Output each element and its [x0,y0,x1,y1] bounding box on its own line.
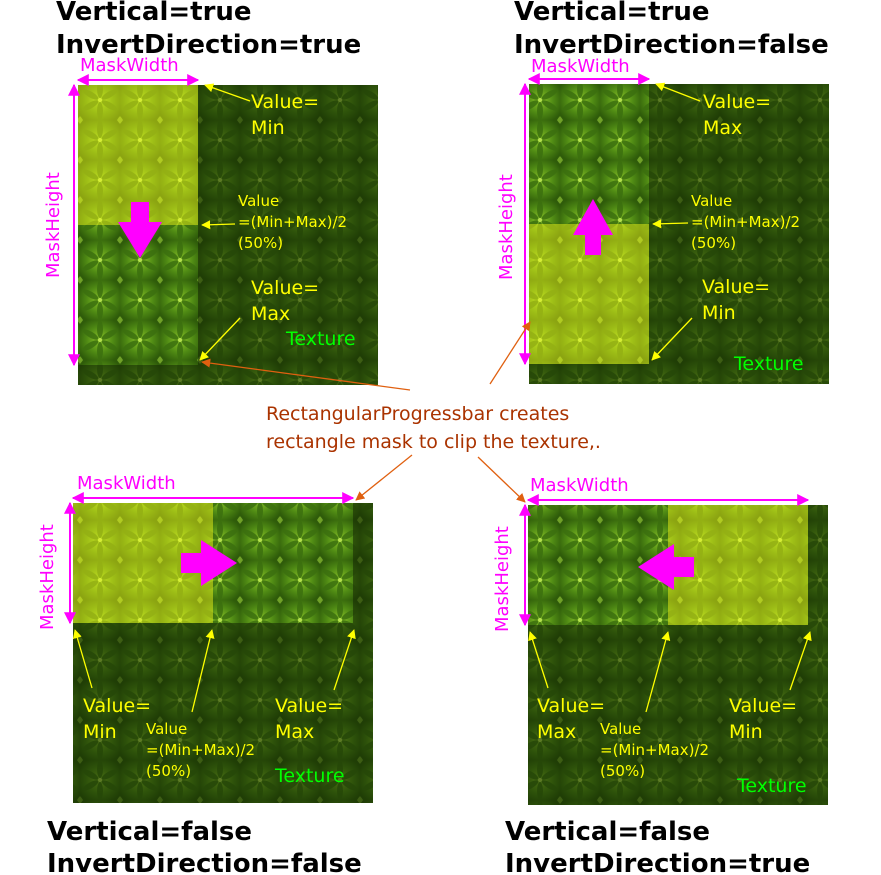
texture-label: Texture [274,765,345,787]
mask-height-label: MaskHeight [492,526,513,632]
callout-arrow-top-right [489,321,531,385]
caption-line-1: RectangularProgressbar creates [266,403,569,425]
end-value-label: Value= Min [729,695,803,743]
mask-height-label: MaskHeight [37,524,58,630]
mid-value-label: Value =(Min+Max)/2 (50%) [691,192,805,252]
start-value-label: Value= Max [537,695,611,743]
mask-width-label: MaskWidth [530,475,629,496]
panel-bottom-left-vertical-heading: Vertical=false [47,817,252,847]
panel-top-left-vertical-heading: Vertical=true [56,0,252,27]
mask-width-label: MaskWidth [77,473,176,494]
texture-label: Texture [736,775,807,797]
mid-value-pointer [191,629,215,713]
callout-arrow-bottom-left [355,454,413,501]
end-value-pointer [333,629,356,691]
mid-value-pointer [201,220,236,230]
end-value-pointer [199,317,241,361]
mid-value-label: Value =(Min+Max)/2 (50%) [146,720,260,780]
panel-top-right-invert-heading: InvertDirection=false [514,30,829,60]
start-value-pointer [655,82,701,102]
mid-value-pointer [652,219,689,229]
start-value-label: Value= Min [251,91,325,139]
mask-width-label: MaskWidth [80,55,179,76]
texture-label: Texture [733,353,804,375]
texture-label: Texture [285,328,356,350]
arrow-right-icon [181,540,237,586]
end-value-pointer [789,631,812,691]
panel-bottom-left-invert-heading: InvertDirection=false [47,849,362,875]
start-value-label: Value= Min [83,695,157,743]
end-value-pointer [651,317,693,361]
callout-arrow-top-left [201,358,411,391]
panel-top-left: Vertical=true InvertDirection=true MaskW… [43,0,378,385]
caption: RectangularProgressbar creates rectangle… [201,321,601,503]
arrow-up-icon [573,199,613,255]
callout-arrow-bottom-right [477,456,526,503]
panel-bottom-right-vertical-heading: Vertical=false [505,817,710,847]
panel-top-right: Vertical=true InvertDirection=false Mask… [496,0,829,384]
caption-line-2: rectangle mask to clip the texture,. [266,431,601,453]
panel-top-right-vertical-heading: Vertical=true [514,0,710,27]
start-value-pointer [72,629,93,689]
panel-bottom-right: MaskWidth MaskHeight Value= Max Value =(… [492,475,828,875]
start-value-pointer [204,83,251,102]
panel-bottom-right-invert-heading: InvertDirection=true [505,849,810,875]
end-value-label: Value= Min [702,276,776,324]
end-value-label: Value= Max [275,695,349,743]
arrow-down-icon [118,202,162,258]
start-value-label: Value= Max [703,91,777,139]
mask-visible-region [78,85,198,225]
mask-height-label: MaskHeight [43,172,64,278]
mid-value-label: Value =(Min+Max)/2 (50%) [238,192,352,252]
panel-bottom-left: MaskWidth MaskHeight Value= Min Value =(… [37,473,373,875]
mid-value-label: Value =(Min+Max)/2 (50%) [600,720,714,780]
mask-width-label: MaskWidth [531,56,630,77]
mask-height-label: MaskHeight [496,174,517,280]
start-value-pointer [528,631,549,689]
panel-top-left-invert-heading: InvertDirection=true [56,30,361,60]
arrow-left-icon [638,544,694,590]
end-value-label: Value= Max [251,277,325,325]
mid-value-pointer [645,631,671,713]
